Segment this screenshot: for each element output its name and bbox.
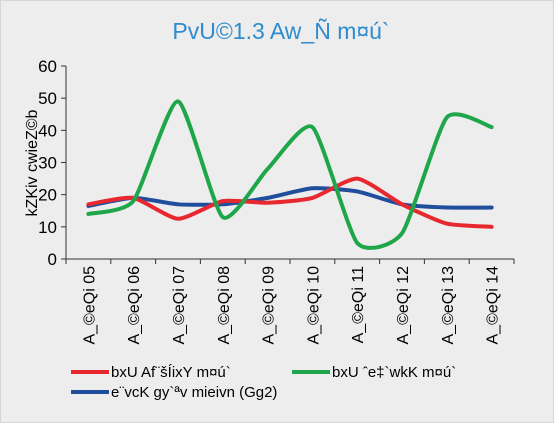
y-tick-label: 60 (38, 57, 57, 76)
series-line-2 (86, 99, 494, 250)
x-tick-label: A_©eQi 05 (81, 266, 98, 345)
y-tick-label: 20 (38, 186, 57, 205)
x-tick-label: A_©eQi 14 (485, 266, 502, 345)
series-line-3 (86, 186, 494, 210)
x-tick-label: A_©eQi 12 (395, 266, 412, 345)
x-tick-label: A_©eQi 13 (440, 266, 457, 345)
x-tick-label: A_©eQi 09 (261, 266, 278, 345)
y-tick-label: 40 (38, 121, 57, 140)
legend-label-1: bxU Af¨šÍixY m¤ú` (111, 364, 231, 381)
x-tick-label: A_©eQi 07 (171, 266, 188, 345)
x-tick-label: A_©eQi 10 (305, 266, 322, 345)
legend-label-2: bxU ˆe‡`wkK m¤ú` (332, 364, 456, 381)
y-axis-label: kZKiv cwieZ©b (24, 109, 41, 216)
x-tick-label: A_©eQi 06 (126, 266, 143, 345)
axes: 0 10 20 30 40 50 60 A_©eQi 05 A_©eQi 06 A_©eQi 07… (38, 57, 515, 345)
chart-title: PvU©1.3 Aw_Ñ m¤ú` (172, 18, 389, 44)
series-line-1 (86, 176, 494, 229)
y-tick-label: 10 (38, 218, 57, 237)
y-tick-label: 50 (38, 89, 57, 108)
series-lines (86, 99, 494, 250)
y-tick-label: 30 (38, 154, 57, 173)
y-tick-label: 0 (48, 250, 57, 269)
legend-label-3: e¨vcK gy`ªv mieivn (Gg2) (111, 384, 277, 401)
x-tick-label: A_©eQi 08 (216, 266, 233, 345)
legend: bxU Af¨šÍixY m¤ú` bxU ˆe‡`wkK m¤ú` e¨vcK g… (71, 364, 456, 401)
x-tick-label: A_©eQi 11 (350, 266, 367, 343)
